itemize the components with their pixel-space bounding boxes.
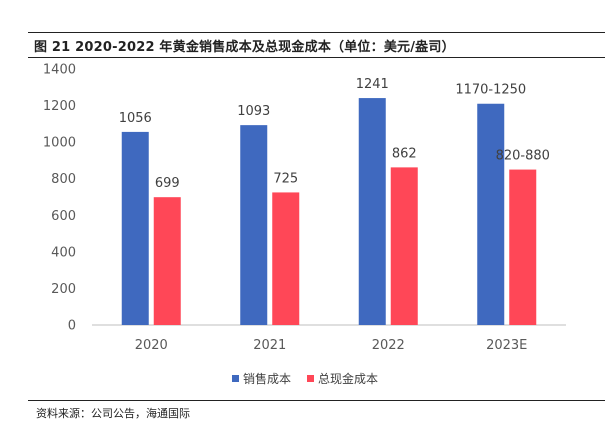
data-label-sales-cost-2020: 1056 xyxy=(119,111,152,126)
legend-swatch-sales-cost xyxy=(232,375,239,382)
bar-cash-cost-2020 xyxy=(153,197,181,325)
legend-label-cash-cost: 总现金成本 xyxy=(318,371,378,386)
bar-cash-cost-2023E xyxy=(509,169,537,325)
data-label-cash-cost-2021: 725 xyxy=(273,171,298,186)
data-label-cash-cost-2022: 862 xyxy=(392,146,417,161)
y-tick-label-1000: 1000 xyxy=(43,136,76,151)
bar-sales-cost-2021 xyxy=(240,125,268,325)
bar-sales-cost-2022 xyxy=(358,98,386,326)
legend-swatch-cash-cost xyxy=(307,375,314,382)
chart-title-bar: 图 21 2020-2022 年黄金销售成本及总现金成本（单位：美元/盎司） xyxy=(28,32,605,58)
y-tick-label-800: 800 xyxy=(51,172,76,187)
legend-label-sales-cost: 销售成本 xyxy=(243,371,291,386)
data-label-cash-cost-2020: 699 xyxy=(155,176,180,191)
legend: 销售成本 总现金成本 xyxy=(232,371,378,386)
y-tick-label-600: 600 xyxy=(51,209,76,224)
y-tick-label-200: 200 xyxy=(51,282,76,297)
bar-sales-cost-2020 xyxy=(121,131,149,325)
source-note: 资料来源：公司公告，海通国际 xyxy=(36,407,190,420)
data-labels: 1056 699 1093 725 1241 862 1170-1250 820-880 xyxy=(119,77,550,191)
bars-group xyxy=(121,98,537,326)
data-label-sales-cost-2022: 1241 xyxy=(356,77,389,92)
x-tick-label-2022: 2022 xyxy=(372,338,405,353)
y-tick-label-1400: 1400 xyxy=(43,63,76,78)
x-axis-ticks: 2020 2021 2022 2023E xyxy=(135,338,528,353)
chart-title: 图 21 2020-2022 年黄金销售成本及总现金成本（单位：美元/盎司） xyxy=(34,40,455,55)
y-tick-label-1200: 1200 xyxy=(43,99,76,114)
y-tick-label-0: 0 xyxy=(68,319,76,334)
y-axis-ticks: 0 200 400 600 800 1000 1200 1400 xyxy=(43,63,76,334)
data-label-sales-cost-2023E: 1170-1250 xyxy=(455,83,526,98)
bar-cash-cost-2021 xyxy=(272,192,300,325)
x-tick-label-2021: 2021 xyxy=(253,338,286,353)
footer-divider xyxy=(28,400,605,401)
bar-cash-cost-2022 xyxy=(390,167,418,325)
data-label-cash-cost-2023E: 820-880 xyxy=(496,149,550,164)
x-tick-label-2020: 2020 xyxy=(135,338,168,353)
x-tick-label-2023E: 2023E xyxy=(486,338,527,353)
y-tick-label-400: 400 xyxy=(51,245,76,260)
data-label-sales-cost-2021: 1093 xyxy=(237,104,270,119)
bar-sales-cost-2023E xyxy=(477,103,505,325)
